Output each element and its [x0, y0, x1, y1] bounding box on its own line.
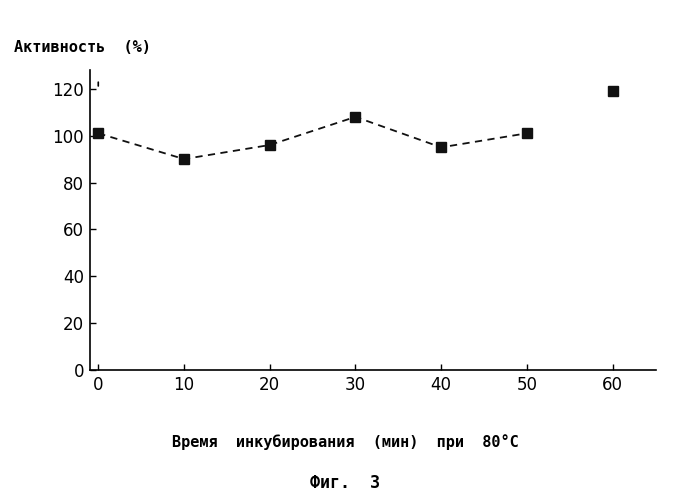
Text: Активность  (%): Активность (%) — [14, 40, 150, 55]
Text: Фиг.  3: Фиг. 3 — [310, 474, 380, 492]
Text: Время  инкубирования  (мин)  при  80°C: Время инкубирования (мин) при 80°C — [172, 434, 518, 450]
